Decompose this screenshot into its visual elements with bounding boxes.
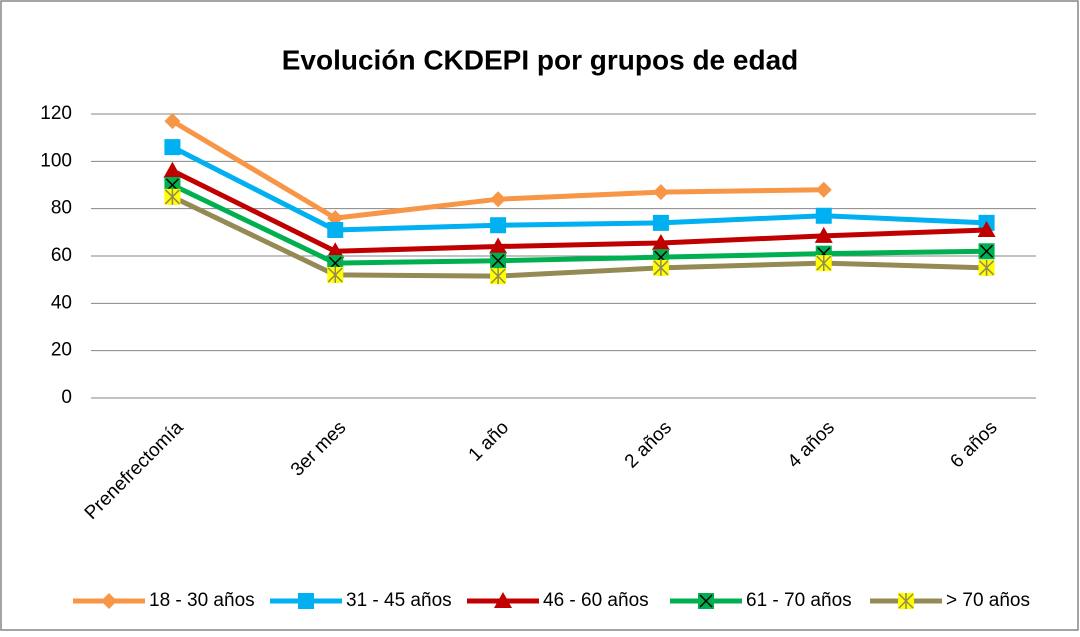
y-tick-label: 100 <box>40 150 72 171</box>
marker <box>327 221 344 238</box>
marker <box>164 139 181 156</box>
y-tick-label: 20 <box>51 340 72 361</box>
y-tick-label: 40 <box>51 292 72 313</box>
marker <box>490 217 507 234</box>
marker-star <box>979 259 995 276</box>
marker-star <box>490 268 506 285</box>
marker <box>652 259 669 276</box>
y-tick-label: 120 <box>40 103 72 124</box>
marker <box>651 233 670 250</box>
chart-title: Evolución CKDEPI por grupos de edad <box>282 44 799 75</box>
marker <box>814 226 833 243</box>
y-tick-label: 80 <box>51 198 72 219</box>
series-line <box>171 144 987 233</box>
marker <box>815 181 832 198</box>
marker <box>163 161 182 178</box>
marker-star <box>327 266 343 283</box>
marker <box>326 242 345 259</box>
marker <box>298 593 314 609</box>
marker-star <box>653 259 669 276</box>
marker <box>815 255 832 272</box>
marker <box>164 188 181 205</box>
marker-cross <box>980 244 994 258</box>
marker-star <box>898 593 914 609</box>
marker <box>490 191 507 208</box>
legend-label: 31 - 45 años <box>346 590 452 611</box>
legend-label: 61 - 70 años <box>746 590 852 611</box>
marker-star <box>816 255 832 272</box>
marker <box>490 268 507 285</box>
marker-cross <box>491 254 505 268</box>
marker <box>698 593 714 609</box>
marker-star <box>164 188 180 205</box>
marker <box>978 243 995 260</box>
marker <box>490 252 507 269</box>
series-line <box>171 182 987 266</box>
marker <box>101 593 117 609</box>
marker <box>164 113 181 130</box>
marker <box>489 237 508 254</box>
y-tick-label: 0 <box>61 387 72 408</box>
legend-label: 18 - 30 años <box>149 590 255 611</box>
marker <box>327 266 344 283</box>
marker <box>815 207 832 224</box>
marker <box>898 593 914 609</box>
marker <box>652 184 669 201</box>
legend-label: > 70 años <box>946 590 1030 611</box>
marker-cross <box>699 594 713 608</box>
series-line <box>171 168 987 254</box>
marker <box>977 220 996 237</box>
marker <box>652 214 669 231</box>
y-tick-label: 60 <box>51 245 72 266</box>
marker <box>494 592 512 608</box>
marker <box>978 259 995 276</box>
legend-label: 46 - 60 años <box>543 590 649 611</box>
series-line <box>171 194 987 279</box>
